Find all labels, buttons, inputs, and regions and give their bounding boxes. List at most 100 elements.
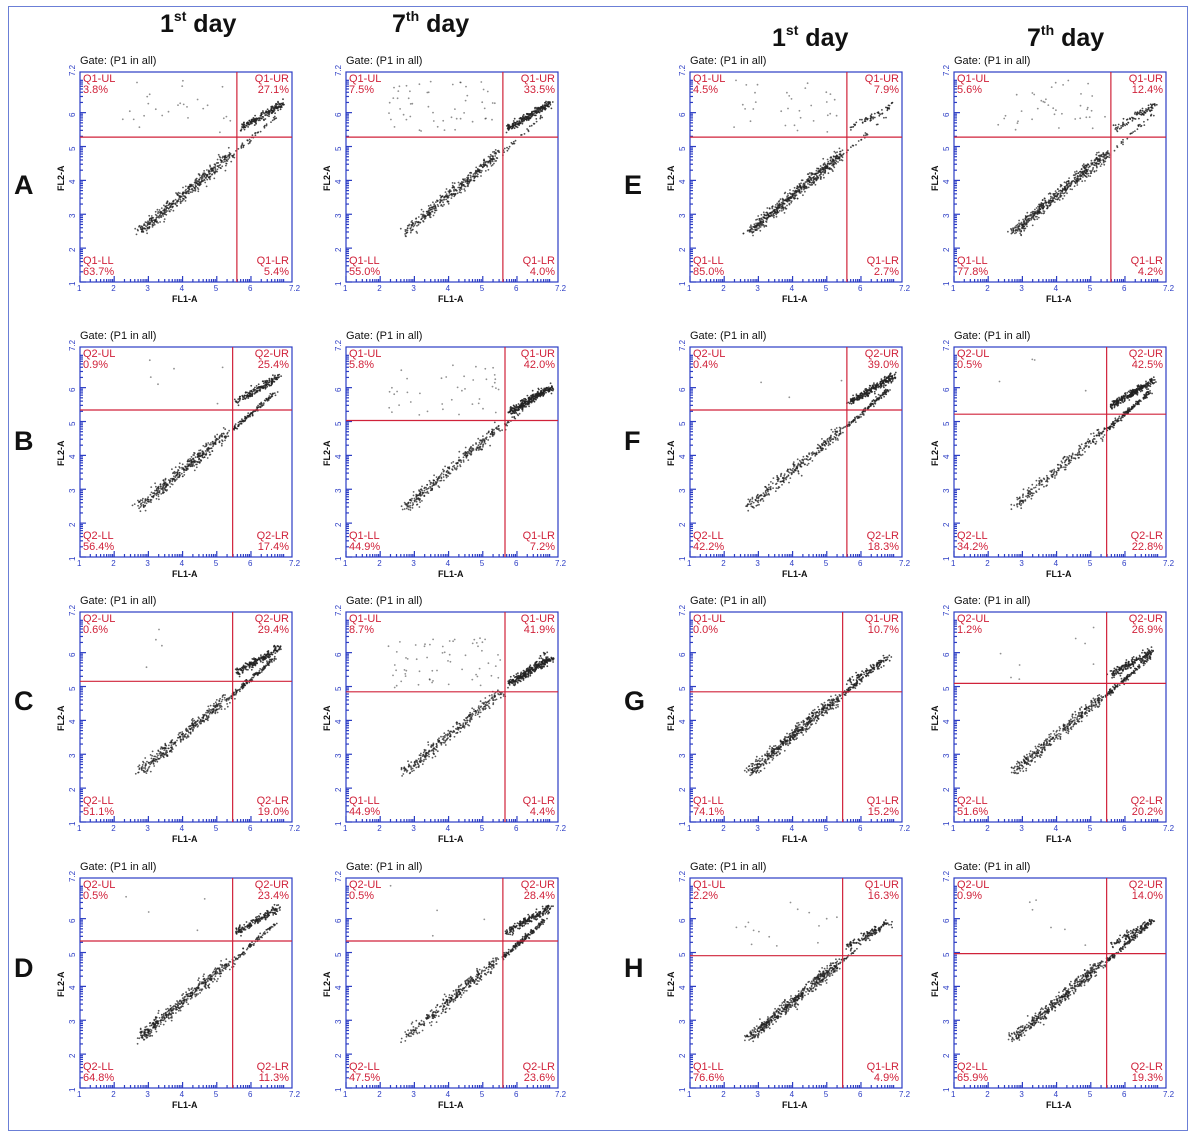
- scatter-point: [1143, 124, 1146, 126]
- scatter-point: [1053, 113, 1056, 116]
- scatter-point: [443, 203, 445, 206]
- x-tick-label: 6: [1121, 284, 1127, 293]
- scatter-point: [197, 188, 200, 191]
- scatter-point: [527, 403, 529, 406]
- y-axis-label: FL2-A: [322, 440, 332, 467]
- scatter-point: [1031, 216, 1033, 219]
- scatter-point: [404, 503, 407, 505]
- scatter-point: [815, 178, 817, 180]
- scatter-point: [459, 465, 462, 468]
- scatter-point: [512, 125, 515, 128]
- scatter-point: [222, 161, 225, 163]
- scatter-point: [1028, 219, 1031, 222]
- scatter-point: [853, 123, 855, 126]
- scatter-point: [411, 102, 414, 105]
- scatter-point: [826, 166, 829, 169]
- scatter-point: [1015, 224, 1018, 227]
- scatter-point: [826, 158, 829, 161]
- scatter-point: [507, 147, 510, 150]
- scatter-point: [428, 479, 431, 482]
- scatter-point: [824, 444, 826, 447]
- scatter-point: [431, 206, 433, 209]
- scatter-point: [191, 465, 194, 468]
- scatter-point: [203, 170, 206, 172]
- scatter-point: [217, 438, 220, 441]
- scatter-point: [1145, 108, 1147, 110]
- figure-frame: [8, 6, 1188, 1131]
- scatter-point: [177, 476, 180, 479]
- scatter-point: [828, 167, 830, 170]
- scatter-point: [787, 475, 790, 477]
- scatter-point: [234, 423, 237, 425]
- scatter-point: [255, 385, 258, 387]
- scatter-point: [451, 194, 453, 197]
- scatter-point: [494, 149, 497, 151]
- scatter-point: [151, 226, 154, 228]
- scatter-point: [777, 476, 779, 479]
- scatter-point: [512, 404, 515, 407]
- quadrant-name: Q2-LL: [83, 530, 114, 542]
- scatter-point: [255, 117, 258, 120]
- scatter-point: [1140, 114, 1143, 116]
- scatter-point: [228, 151, 231, 154]
- scatter-point: [241, 398, 244, 400]
- scatter-point: [1030, 214, 1032, 217]
- scatter-point: [535, 114, 537, 117]
- scatter-point: [1155, 103, 1158, 106]
- scatter-point: [407, 501, 410, 504]
- scatter-point: [467, 177, 469, 180]
- scatter-point: [162, 215, 165, 217]
- scatter-point: [425, 488, 428, 491]
- scatter-point: [418, 506, 421, 508]
- scatter-point: [247, 412, 250, 414]
- scatter-point: [249, 395, 252, 398]
- x-tick-label: 2: [377, 559, 382, 568]
- scatter-point: [223, 433, 225, 435]
- scatter-point: [821, 438, 823, 440]
- scatter-point: [1151, 105, 1153, 107]
- y-tick-label: 4: [678, 179, 687, 185]
- scatter-point: [1076, 182, 1079, 184]
- scatter-point: [144, 221, 147, 224]
- scatter-point: [450, 197, 453, 200]
- scatter-point: [1097, 162, 1099, 165]
- scatter-point: [788, 199, 791, 202]
- scatter-point: [1014, 229, 1017, 232]
- scatter-point: [750, 230, 753, 233]
- scatter-point: [830, 160, 833, 163]
- scatter-point: [1044, 199, 1046, 202]
- scatter-point: [412, 502, 414, 504]
- scatter-point: [1077, 172, 1080, 175]
- scatter-point: [1105, 157, 1107, 160]
- scatter-point: [216, 158, 219, 161]
- scatter-point: [174, 476, 177, 479]
- scatter-point: [266, 385, 269, 388]
- scatter-point: [164, 206, 167, 208]
- scatter-point: [208, 443, 211, 446]
- scatter-point: [461, 184, 463, 187]
- scatter-point: [407, 97, 410, 100]
- scatter-point: [807, 456, 809, 458]
- scatter-point: [168, 210, 170, 212]
- scatter-point: [864, 117, 867, 120]
- scatter-point: [1035, 207, 1038, 209]
- scatter-point: [409, 401, 412, 403]
- scatter-point: [852, 418, 855, 421]
- x-axis-label: FL1-A: [172, 294, 198, 304]
- scatter-point: [189, 191, 192, 194]
- scatter-point: [521, 122, 524, 125]
- gate-title: Gate: (P1 in all): [346, 330, 423, 342]
- scatter-point: [1016, 223, 1019, 226]
- scatter-point: [224, 156, 227, 159]
- scatter-point: [241, 124, 244, 126]
- scatter-point: [432, 207, 434, 210]
- scatter-point: [1094, 159, 1097, 162]
- scatter-point: [265, 397, 268, 400]
- y-tick-label: 2: [68, 247, 77, 253]
- scatter-point: [509, 410, 512, 412]
- scatter-point: [429, 485, 431, 488]
- scatter-point: [455, 117, 458, 120]
- scatter-point: [799, 464, 802, 466]
- y-tick-label: 1: [942, 281, 951, 286]
- scatter-point: [492, 157, 494, 159]
